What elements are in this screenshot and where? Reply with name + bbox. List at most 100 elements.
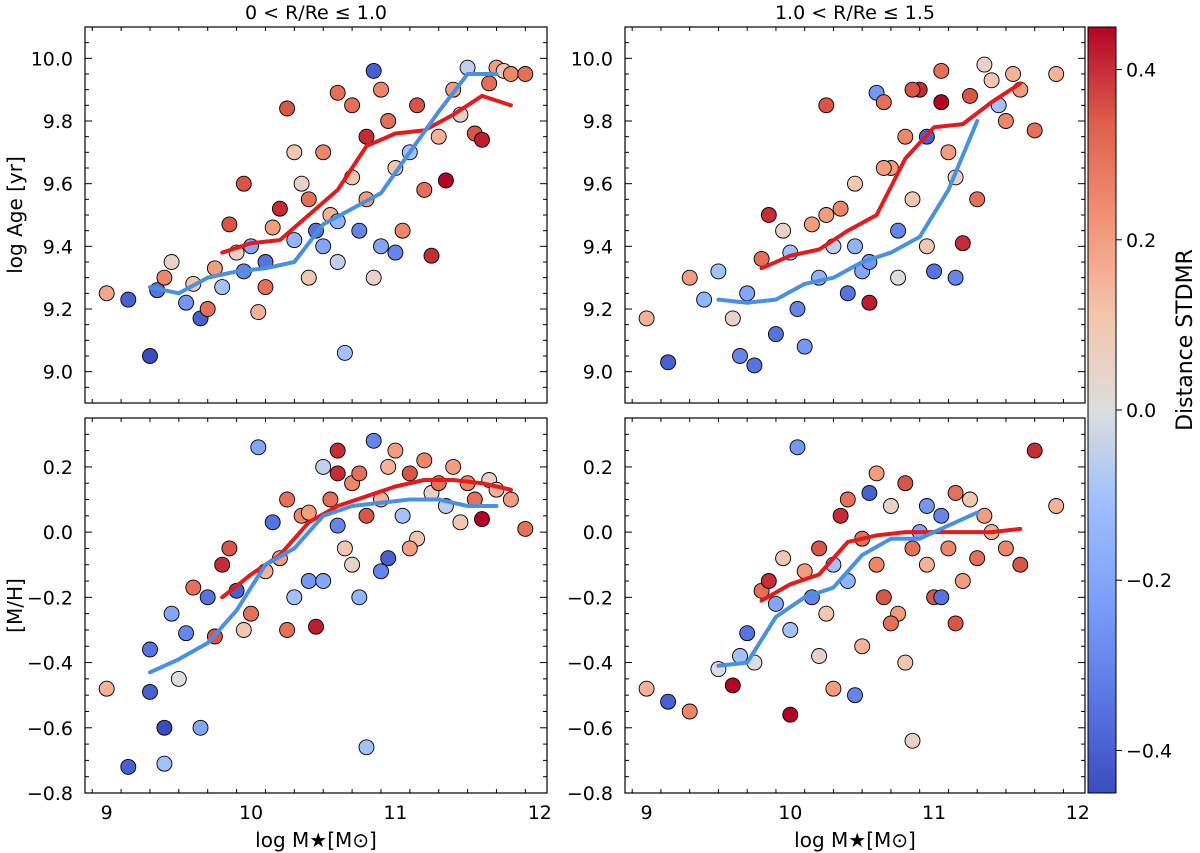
scatter-point <box>329 517 346 534</box>
scatter-point <box>517 520 534 537</box>
scatter-point <box>918 238 935 255</box>
scatter-point <box>1026 442 1043 459</box>
x-tick-label: 10 <box>778 802 802 824</box>
plot-area <box>98 59 534 364</box>
scatter-point <box>344 97 361 114</box>
scatter-point <box>918 556 935 573</box>
scatter-point <box>300 191 317 208</box>
scatter-point <box>351 589 368 606</box>
scatter-point <box>235 622 252 638</box>
scatter-point <box>430 475 447 492</box>
scatter-point <box>746 357 763 374</box>
scatter-point <box>681 269 698 286</box>
scatter-point <box>1048 66 1065 82</box>
scatter-point <box>423 247 440 264</box>
colorbar-tick-label: 0.2 <box>1126 230 1156 252</box>
scatter-point <box>847 238 863 255</box>
y-tick-label: 9.6 <box>583 174 613 196</box>
scatter-point <box>336 344 353 361</box>
scatter-point <box>192 719 209 736</box>
scatter-point <box>517 66 534 82</box>
scatter-point <box>962 87 978 104</box>
colorbar-label: Distance STDMR <box>1173 249 1198 431</box>
scatter-point <box>264 219 281 236</box>
y-axis-label: log Age [yr] <box>3 156 27 274</box>
scatter-point <box>811 648 828 664</box>
scatter-point <box>997 113 1014 129</box>
scatter-point <box>854 638 871 655</box>
scatter-point <box>156 719 173 736</box>
y-tick-label: 9.8 <box>43 111 73 133</box>
axes-frame <box>84 417 548 794</box>
scatter-point <box>178 294 195 311</box>
red-trend-line <box>759 81 1023 271</box>
scatter-point <box>933 589 950 606</box>
scatter-point <box>933 507 950 524</box>
scatter-point <box>868 465 885 482</box>
y-tick-label: −0.2 <box>567 587 613 609</box>
scatter-point <box>214 279 231 296</box>
scatter-point <box>696 291 713 308</box>
scatter-point <box>365 432 382 449</box>
scatter-point <box>235 175 252 192</box>
scatter-point <box>775 550 792 567</box>
scatter-point <box>170 670 187 687</box>
scatter-point <box>437 172 454 189</box>
scatter-point <box>767 595 784 612</box>
scatter-point <box>358 507 375 524</box>
scatter-point <box>365 269 382 286</box>
scatter-point <box>890 269 907 286</box>
scatter-point <box>214 556 231 573</box>
scatter-point <box>329 465 346 482</box>
scatter-point <box>445 458 462 475</box>
scatter-point <box>351 222 368 239</box>
x-axis <box>91 27 526 403</box>
scatter-point <box>300 269 317 286</box>
x-axis-label: log M★[M⊙] <box>794 828 916 852</box>
scatter-point <box>940 540 957 557</box>
scatter-point <box>926 263 943 280</box>
scatter-point <box>380 550 397 567</box>
scatter-point <box>430 128 447 145</box>
y-tick-label: 9.4 <box>43 236 73 258</box>
scatter-point <box>724 677 741 694</box>
scatter-point <box>142 348 158 364</box>
scatter-point <box>502 66 519 82</box>
scatter-point <box>897 128 914 145</box>
colorbar-tick-label: −0.4 <box>1126 740 1172 762</box>
blue-trend-line <box>148 72 499 296</box>
scatter-point <box>918 498 935 514</box>
scatter-point <box>954 235 971 252</box>
y-axis-label: [M/H] <box>3 578 27 633</box>
scatter-point <box>329 254 346 270</box>
scatter-point <box>1012 556 1029 573</box>
x-tick-label: 9 <box>101 802 113 824</box>
scatter-point <box>156 269 173 286</box>
scatter-point <box>976 507 993 524</box>
y-tick-label: 9.0 <box>43 362 73 384</box>
scatter-point <box>380 113 397 129</box>
blue-trend-line <box>716 119 980 305</box>
scatter-point <box>416 181 433 198</box>
scatter-point <box>969 191 986 208</box>
panel-title: 1.0 < R/Re ≤ 1.5 <box>775 2 935 24</box>
scatter-point <box>868 556 885 573</box>
colorbar-gradient <box>1087 26 1117 794</box>
y-tick-label: 10.0 <box>31 48 73 70</box>
scatter-point <box>897 475 914 492</box>
x-tick-label: 12 <box>528 802 552 824</box>
scatter-point <box>373 238 389 255</box>
scatter-point <box>660 354 677 371</box>
scatter-point <box>373 81 389 98</box>
scatter-point <box>264 514 281 531</box>
scatter-point <box>983 72 1000 89</box>
scatter-point <box>940 144 957 161</box>
scatter-point <box>358 739 375 756</box>
scatter-point <box>818 605 835 622</box>
scatter-point <box>861 485 878 501</box>
scatter-point <box>875 160 892 176</box>
y-tick-label: 10.0 <box>571 48 613 70</box>
scatter-point <box>279 100 296 117</box>
scatter-point <box>286 589 303 606</box>
